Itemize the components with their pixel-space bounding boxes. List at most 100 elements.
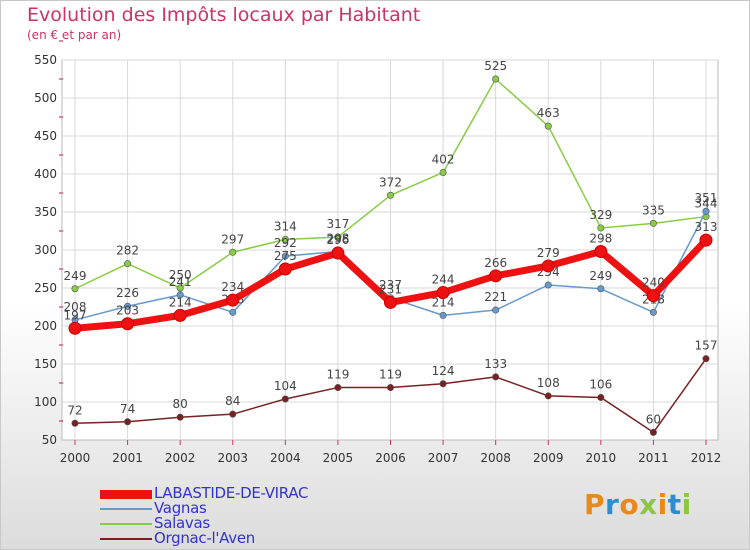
data-point: [699, 233, 713, 247]
data-point: [173, 308, 187, 322]
data-point: [68, 321, 82, 335]
legend-label: Vagnas: [154, 499, 207, 517]
data-label: 237: [379, 278, 402, 292]
data-label: 329: [589, 208, 612, 222]
y-tick-label: 200: [34, 319, 57, 333]
y-tick-label: 400: [34, 167, 57, 181]
data-point: [597, 393, 605, 401]
x-tick-label: 2005: [323, 451, 354, 465]
data-label: 249: [64, 269, 87, 283]
data-point: [439, 380, 447, 388]
data-label: 297: [221, 232, 244, 246]
y-tick-label: 50: [42, 433, 57, 447]
data-point: [281, 252, 289, 260]
data-label: 221: [484, 290, 507, 304]
data-point: [226, 293, 240, 307]
data-label: 106: [589, 377, 612, 391]
y-tick-label: 150: [34, 357, 57, 371]
legend-swatch: [100, 508, 152, 510]
data-label: 296: [326, 233, 349, 247]
x-tick-label: 2007: [428, 451, 459, 465]
logo-letter: i: [681, 488, 692, 521]
x-tick-label: 2010: [586, 451, 617, 465]
chart-subtitle: (en € et par an): [27, 28, 122, 42]
data-point: [492, 373, 500, 381]
data-label: 266: [484, 256, 507, 270]
y-tick-label: 450: [34, 129, 57, 143]
data-label: 249: [589, 269, 612, 283]
data-point: [121, 317, 135, 331]
data-point: [646, 289, 660, 303]
data-point: [702, 355, 710, 363]
data-label: 372: [379, 175, 402, 189]
data-point: [649, 428, 657, 436]
data-label: 244: [432, 273, 455, 287]
data-point: [594, 245, 608, 259]
legend-swatch: [100, 489, 152, 499]
data-label: 119: [326, 368, 349, 382]
data-point: [597, 285, 605, 293]
data-label: 282: [116, 244, 139, 258]
logo-letter: x: [639, 488, 658, 521]
data-label: 344: [695, 197, 718, 211]
logo-letter: r: [605, 488, 620, 521]
data-point: [436, 286, 450, 300]
data-point: [386, 384, 394, 392]
data-point: [124, 260, 132, 268]
data-label: 335: [642, 203, 665, 217]
logo-letter: o: [619, 488, 640, 521]
data-label: 74: [120, 402, 135, 416]
data-point: [124, 418, 132, 426]
proxiti-logo: Proxiti: [584, 488, 692, 521]
data-point: [334, 233, 342, 241]
data-point: [649, 308, 657, 316]
data-label: 525: [484, 59, 507, 73]
data-point: [71, 419, 79, 427]
data-point: [229, 410, 237, 418]
x-tick-label: 2008: [480, 451, 511, 465]
data-point: [544, 281, 552, 289]
data-label: 60: [646, 412, 661, 426]
logo-letter: P: [584, 488, 606, 521]
data-label: 231: [379, 282, 402, 296]
data-label: 203: [116, 304, 139, 318]
data-point: [489, 269, 503, 283]
legend-label: Orgnac-l'Aven: [154, 529, 255, 547]
x-tick-label: 2001: [112, 451, 143, 465]
logo-letter: t: [667, 488, 682, 521]
data-label: 197: [64, 308, 87, 322]
data-label: 241: [169, 275, 192, 289]
data-label: 133: [484, 357, 507, 371]
x-tick-label: 2004: [270, 451, 301, 465]
data-point: [492, 75, 500, 83]
data-point: [439, 168, 447, 176]
data-label: 72: [67, 403, 82, 417]
data-label: 226: [116, 286, 139, 300]
data-label: 292: [274, 236, 297, 250]
y-tick-label: 100: [34, 395, 57, 409]
data-label: 317: [326, 217, 349, 231]
data-label: 234: [221, 280, 244, 294]
data-point: [597, 224, 605, 232]
x-tick-label: 2011: [638, 451, 669, 465]
data-point: [384, 295, 397, 309]
data-point: [176, 291, 184, 299]
data-label: 208: [64, 300, 87, 314]
data-label: 463: [537, 106, 560, 120]
x-tick-label: 2003: [217, 451, 248, 465]
data-point: [331, 246, 345, 260]
y-tick-label: 300: [34, 243, 57, 257]
data-point: [439, 311, 447, 319]
data-point: [229, 308, 237, 316]
data-label: 104: [274, 379, 297, 393]
y-tick-label: 500: [34, 91, 57, 105]
data-point: [176, 284, 184, 292]
data-label: 275: [274, 249, 297, 263]
data-point: [386, 191, 394, 199]
data-label: 351: [695, 191, 718, 205]
chart-title: Evolution des Impôts locaux par Habitant: [27, 4, 421, 26]
data-point: [176, 413, 184, 421]
data-point: [544, 122, 552, 130]
data-label: 298: [589, 232, 612, 246]
